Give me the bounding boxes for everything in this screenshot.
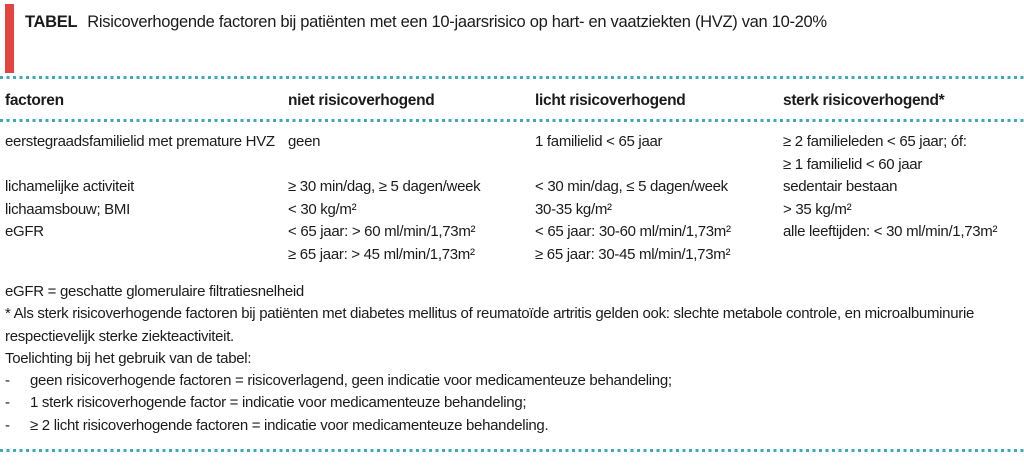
table-cell-niet: < 65 jaar: > 60 ml/min/1,73m² ≥ 65 jaar:… xyxy=(288,221,535,266)
column-header-niet-risicoverhogend: niet risicoverhogend xyxy=(288,92,435,109)
table-cell-licht: < 30 min/dag, ≤ 5 dagen/week xyxy=(535,176,783,199)
table-caption-label: TABEL xyxy=(25,13,78,31)
cell-line: < 30 min/dag, ≤ 5 dagen/week xyxy=(535,178,728,195)
table-cell-factor: eerstegraadsfamilielid met premature HVZ xyxy=(5,131,288,176)
footnote-asterisk-line2: respectievelijk sterke ziekteactiviteit. xyxy=(5,327,234,345)
table-body: eerstegraadsfamilielid met premature HVZ… xyxy=(5,131,1024,266)
cell-line: eGFR xyxy=(5,223,44,240)
cell-line: ≥ 30 min/dag, ≥ 5 dagen/week xyxy=(288,178,481,195)
footnote-toelichting-heading: Toelichting bij het gebruik van de tabel… xyxy=(5,349,252,367)
column-header-factoren: factoren xyxy=(5,92,64,109)
bullet-dash: - xyxy=(5,416,10,434)
cell-line: ≥ 65 jaar: > 45 ml/min/1,73m² xyxy=(288,245,475,263)
column-header-sterk-risicoverhogend: sterk risicoverhogend* xyxy=(783,92,945,109)
table-cell-sterk: alle leeftijden: < 30 ml/min/1,73m² xyxy=(783,221,1024,266)
table-footnotes: eGFR = geschatte glomerulaire filtraties… xyxy=(5,281,1018,437)
column-header-licht-risicoverhogend: licht risicoverhogend xyxy=(535,92,686,109)
cell-line: eerstegraadsfamilielid met premature HVZ xyxy=(5,133,275,150)
table-cell-sterk: > 35 kg/m² xyxy=(783,199,1024,222)
footnote-bullet-text: ≥ 2 licht risicoverhogende factoren = in… xyxy=(30,416,549,434)
cell-line: ≥ 2 familieleden < 65 jaar; óf: xyxy=(783,133,967,150)
cell-line: alle leeftijden: < 30 ml/min/1,73m² xyxy=(783,223,998,240)
table-cell-niet: ≥ 30 min/dag, ≥ 5 dagen/week xyxy=(288,176,535,199)
table-cell-licht: < 65 jaar: 30-60 ml/min/1,73m² ≥ 65 jaar… xyxy=(535,221,783,266)
red-accent-bar xyxy=(5,4,14,73)
cell-line: lichaamsbouw; BMI xyxy=(5,200,130,218)
table-cell-factor: eGFR xyxy=(5,221,288,266)
table-header-row: factoren niet risicoverhogend licht risi… xyxy=(5,92,1024,110)
table-caption-text: Risicoverhogende factoren bij patiënten … xyxy=(87,13,827,31)
footnote-bullet-text: 1 sterk risicoverhogende factor = indica… xyxy=(30,394,527,412)
cell-line: 30-35 kg/m² xyxy=(535,200,612,218)
cell-line: ≥ 65 jaar: 30-45 ml/min/1,73m² xyxy=(535,245,731,263)
footnote-egfr-legend: eGFR = geschatte glomerulaire filtraties… xyxy=(5,283,304,300)
table-cell-factor: lichaamsbouw; BMI xyxy=(5,199,288,222)
footnote-bullet: - 1 sterk risicoverhogende factor = indi… xyxy=(5,392,1018,414)
cell-line: < 65 jaar: > 60 ml/min/1,73m² xyxy=(288,223,476,240)
bullet-dash: - xyxy=(5,394,10,412)
table-cell-sterk: ≥ 2 familieleden < 65 jaar; óf: ≥ 1 fami… xyxy=(783,131,1024,176)
cell-line: < 65 jaar: 30-60 ml/min/1,73m² xyxy=(535,223,731,240)
table-cell-sterk: sedentair bestaan xyxy=(783,176,1024,199)
footnote-bullet: - geen risicoverhogende factoren = risic… xyxy=(5,370,1018,392)
cell-line: 1 familielid < 65 jaar xyxy=(535,133,663,150)
table-cell-factor: lichamelijke activiteit xyxy=(5,176,288,199)
table-cell-niet: geen xyxy=(288,131,535,176)
footnote-bullet: - ≥ 2 licht risicoverhogende factoren = … xyxy=(5,415,1018,437)
dotted-divider-bottom xyxy=(0,449,1024,452)
cell-line: < 30 kg/m² xyxy=(288,200,357,218)
footnote-bullet-text: geen risicoverhogende factoren = risicov… xyxy=(30,372,672,390)
dotted-divider-top xyxy=(0,76,1024,79)
table-cell-licht: 1 familielid < 65 jaar xyxy=(535,131,783,176)
dotted-divider-header xyxy=(0,119,1024,122)
cell-line: geen xyxy=(288,133,321,150)
table-cell-niet: < 30 kg/m² xyxy=(288,199,535,222)
cell-line: ≥ 1 familielid < 60 jaar xyxy=(783,155,923,173)
cell-line: > 35 kg/m² xyxy=(783,200,852,218)
bullet-dash: - xyxy=(5,372,10,390)
footnote-asterisk-line1: * Als sterk risicoverhogende factoren bi… xyxy=(5,305,975,323)
cell-line: lichamelijke activiteit xyxy=(5,178,134,195)
table-caption: TABEL Risicoverhogende factoren bij patië… xyxy=(25,13,1014,32)
cell-line: sedentair bestaan xyxy=(783,178,898,195)
table-cell-licht: 30-35 kg/m² xyxy=(535,199,783,222)
